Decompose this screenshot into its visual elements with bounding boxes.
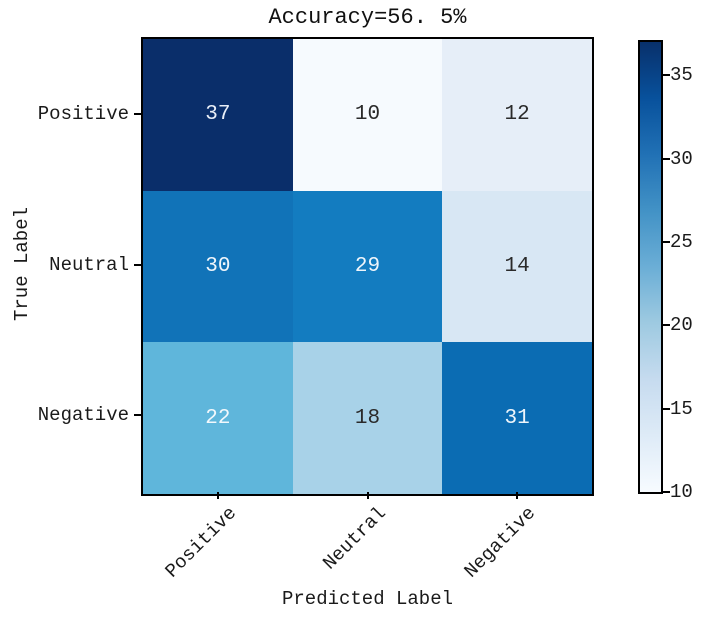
colorbar-tick-mark — [663, 74, 670, 77]
colorbar-tick-label: 30 — [670, 147, 693, 170]
x-tick-label: Negative — [459, 502, 541, 583]
x-tick-mark — [366, 492, 369, 499]
chart-title: Accuracy=56. 5% — [268, 5, 467, 30]
matrix-cell: 14 — [442, 190, 592, 343]
heatmap-plot-area: 37 10 12 30 29 14 22 18 31 — [141, 37, 594, 496]
colorbar-tick-mark — [663, 491, 670, 493]
colorbar-tick-label: 15 — [670, 397, 693, 420]
colorbar-tick-label: 25 — [670, 231, 693, 253]
y-tick-label: Negative — [37, 403, 129, 426]
y-tick-mark — [134, 413, 141, 416]
colorbar-tick-label: 20 — [670, 314, 693, 337]
x-tick-mark — [216, 492, 219, 499]
y-tick-mark — [134, 113, 141, 116]
matrix-cell: 30 — [143, 190, 293, 343]
y-tick-mark — [134, 263, 141, 266]
matrix-cell: 29 — [292, 190, 443, 343]
colorbar-tick-mark — [663, 241, 670, 243]
colorbar-tick-label: 35 — [670, 64, 693, 87]
matrix-cell: 12 — [442, 39, 592, 191]
y-tick-label: Neutral — [49, 253, 129, 276]
colorbar-tick-mark — [663, 324, 670, 327]
y-tick-label: Positive — [37, 103, 129, 126]
x-tick-mark — [516, 492, 519, 499]
matrix-cell: 22 — [143, 342, 293, 494]
y-axis-label: True Label — [11, 206, 33, 322]
matrix-cell: 10 — [292, 39, 443, 191]
colorbar-tick-mark — [663, 407, 670, 410]
matrix-cell: 18 — [292, 342, 443, 494]
x-tick-label: Neutral — [318, 502, 391, 575]
colorbar-tick-label: 10 — [670, 481, 693, 503]
matrix-cell: 31 — [442, 342, 592, 494]
heatmap-grid: 37 10 12 30 29 14 22 18 31 — [143, 39, 592, 494]
x-axis-label: Predicted Label — [281, 588, 454, 610]
colorbar — [638, 40, 663, 494]
colorbar-tick-mark — [663, 157, 670, 160]
x-tick-label: Positive — [160, 502, 241, 583]
matrix-cell: 37 — [143, 39, 293, 191]
